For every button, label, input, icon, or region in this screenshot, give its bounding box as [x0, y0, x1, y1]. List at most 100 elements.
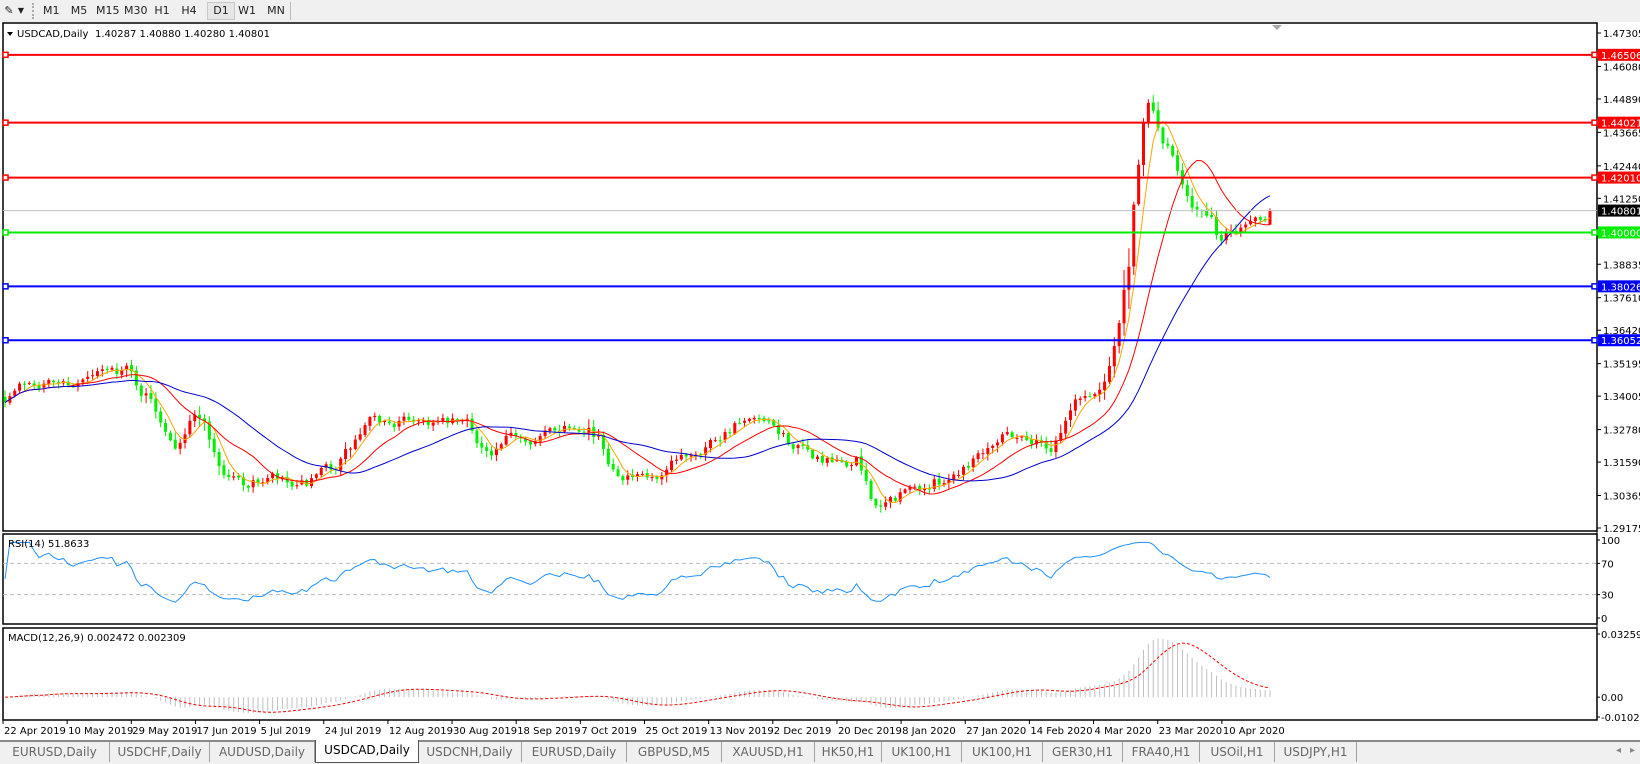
- candle-body: [772, 420, 776, 426]
- line-handle[interactable]: [2, 229, 9, 236]
- candle-body: [499, 444, 503, 449]
- candle-body: [728, 432, 732, 434]
- timeframe-d1[interactable]: D1: [207, 2, 235, 20]
- line-handle[interactable]: [2, 51, 9, 59]
- candle-body: [884, 502, 888, 507]
- candle-body: [232, 476, 236, 478]
- line-handle[interactable]: [1591, 51, 1598, 59]
- drawing-tools-icon[interactable]: ✎: [4, 4, 14, 17]
- candle-body: [679, 454, 683, 460]
- timeframe-w1[interactable]: W1: [238, 4, 256, 17]
- chart-shift-marker-icon[interactable]: [1272, 25, 1282, 30]
- line-handle[interactable]: [2, 336, 9, 344]
- candle-body: [864, 470, 868, 481]
- candle-body: [441, 417, 445, 422]
- tab-hk50-h1[interactable]: HK50,H1: [815, 742, 882, 762]
- timeframe-m1[interactable]: M1: [43, 4, 60, 17]
- candle-body: [1219, 234, 1223, 241]
- chart-window[interactable]: 1.40801 1.47305 1.46080 1.44890 1.43665 1.424…: [0, 22, 1640, 740]
- candle-body: [670, 460, 674, 471]
- candle-body: [363, 425, 367, 435]
- candle-body: [889, 497, 892, 503]
- price-tick-label: 1.43665: [1603, 128, 1640, 139]
- tab-usdcad-daily[interactable]: USDCAD,Daily: [315, 740, 419, 763]
- candle-body: [1137, 164, 1141, 205]
- line-handle[interactable]: [1591, 229, 1598, 236]
- date-tick-label: 2 Dec 2019: [774, 726, 832, 737]
- tab-scroll-right-icon[interactable]: ▸: [1630, 745, 1636, 756]
- candle-body: [397, 420, 401, 427]
- candle-body: [801, 444, 805, 446]
- candle-body: [105, 368, 109, 370]
- timeframe-mn[interactable]: MN: [267, 4, 285, 17]
- candle-body: [1083, 396, 1087, 399]
- candle-body: [295, 485, 299, 487]
- line-handle[interactable]: [2, 119, 9, 126]
- candle-body: [198, 414, 202, 419]
- timeframe-m30[interactable]: M30: [124, 4, 148, 17]
- line-handle[interactable]: [2, 283, 9, 290]
- candle-body: [47, 379, 51, 385]
- candle-body: [957, 474, 961, 476]
- tab-eurusd-daily[interactable]: EURUSD,Daily: [0, 742, 110, 762]
- candle-body: [1258, 217, 1262, 220]
- rsi-line: [4, 541, 1271, 603]
- chart-background: [0, 22, 1640, 740]
- line-handle[interactable]: [1591, 119, 1598, 126]
- candle-body: [820, 455, 824, 463]
- candle-body: [120, 370, 124, 375]
- line-handle[interactable]: [1591, 283, 1598, 290]
- macd-header: MACD(12,26,9) 0.002472 0.002309: [8, 633, 186, 644]
- tab-ger30-h1[interactable]: GER30,H1: [1043, 742, 1123, 762]
- candle-body: [305, 479, 309, 486]
- tab-fra40-h1[interactable]: FRA40,H1: [1123, 742, 1200, 762]
- candle-body: [494, 448, 498, 456]
- timeframe-m15[interactable]: M15: [96, 4, 120, 17]
- candle-body: [713, 440, 717, 442]
- tab-gbpusd-m5[interactable]: GBPUSD,M5: [627, 742, 722, 762]
- timeframe-h4[interactable]: H4: [181, 4, 197, 17]
- candle-body: [1098, 389, 1102, 395]
- tab-usoil-h1[interactable]: USOil,H1: [1200, 742, 1275, 762]
- tab-eurusd-daily[interactable]: EURUSD,Daily: [522, 742, 627, 762]
- candle-body: [791, 444, 795, 449]
- tab-uk100-h1[interactable]: UK100,H1: [962, 742, 1043, 762]
- candle-body: [110, 367, 114, 370]
- timeframe-h1[interactable]: H1: [154, 4, 170, 17]
- tab-usdcnh-daily[interactable]: USDCNH,Daily: [418, 742, 522, 762]
- candle-body: [193, 414, 197, 422]
- price-tick-label: 1.29175: [1603, 524, 1640, 535]
- candle-body: [22, 383, 26, 385]
- candle-body: [796, 444, 800, 448]
- candle-body: [1122, 289, 1126, 324]
- tab-audusd-daily[interactable]: AUDUSD,Daily: [210, 742, 315, 762]
- candle-body: [1078, 398, 1082, 401]
- horizontal-line-label: 1.42010: [1601, 174, 1640, 185]
- candle-body: [1268, 210, 1272, 225]
- candle-body: [699, 453, 703, 455]
- candle-body: [407, 416, 411, 420]
- price-tick-label: 1.31590: [1603, 458, 1640, 469]
- tab-scroll-left-icon[interactable]: ◂: [1616, 745, 1622, 756]
- candle-body: [684, 454, 688, 457]
- candle-body: [91, 375, 95, 377]
- tab-usdchf-daily[interactable]: USDCHF,Daily: [110, 742, 210, 762]
- tab-usdjpy-h1[interactable]: USDJPY,H1: [1275, 742, 1357, 762]
- horizontal-line-label-bg: [1598, 171, 1640, 184]
- candle-body: [1059, 432, 1063, 441]
- candle-body: [95, 371, 99, 377]
- line-handle[interactable]: [1591, 174, 1598, 181]
- candle-body: [1127, 266, 1131, 290]
- candle-body: [290, 481, 294, 487]
- candle-body: [981, 453, 985, 455]
- candle-body: [1146, 102, 1150, 122]
- tab-uk100-h1[interactable]: UK100,H1: [882, 742, 962, 762]
- line-handle[interactable]: [1591, 336, 1598, 344]
- chart-menu-triangle-icon[interactable]: [7, 32, 13, 36]
- tab-xauusd-h1[interactable]: XAUUSD,H1: [722, 742, 815, 762]
- chevron-down-icon[interactable]: ▼: [17, 6, 25, 15]
- horizontal-line-label-bg: [1598, 280, 1640, 293]
- timeframe-m5[interactable]: M5: [70, 4, 88, 17]
- candle-body: [251, 480, 255, 488]
- line-handle[interactable]: [2, 174, 9, 181]
